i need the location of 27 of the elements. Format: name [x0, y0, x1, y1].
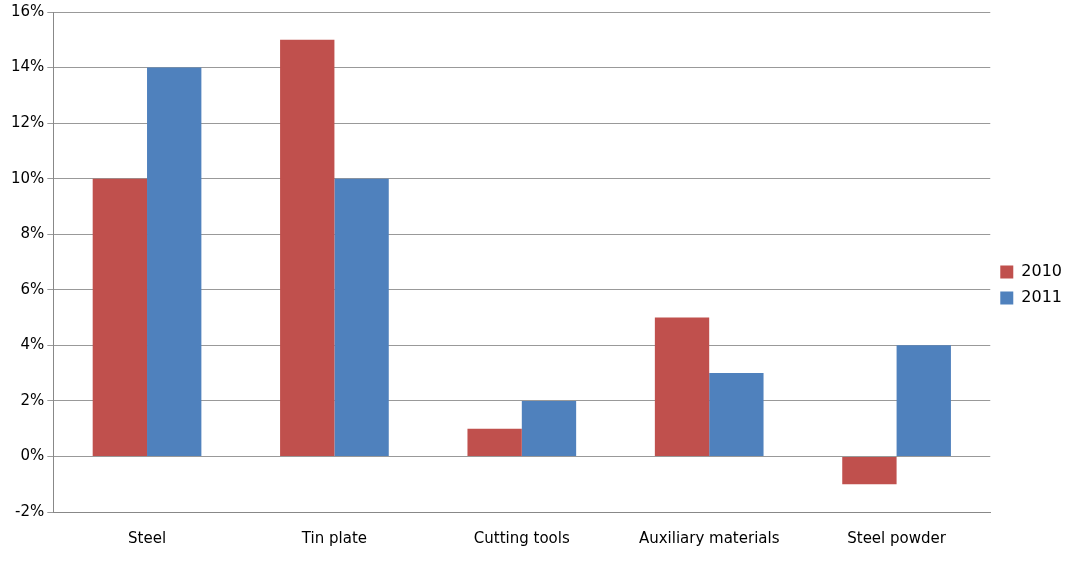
legend-label: 2011	[1021, 287, 1062, 307]
x-tick-label: Steel	[128, 528, 167, 547]
bar	[467, 428, 522, 456]
y-tick-label: 2%	[20, 390, 45, 409]
y-tick-label: 12%	[11, 113, 45, 131]
bar	[842, 456, 897, 485]
y-tick-label: 6%	[20, 279, 45, 298]
bar	[896, 345, 951, 456]
bar	[92, 178, 148, 456]
y-tick-label: -2%	[15, 501, 45, 520]
legend-label: 2010	[1021, 261, 1062, 281]
bar	[521, 400, 577, 456]
y-tick-label: 8%	[20, 224, 45, 243]
y-tick-label: 16%	[11, 1, 45, 20]
bar	[147, 67, 202, 456]
y-tick-label: 14%	[11, 57, 45, 76]
x-tick-label: Cutting tools	[473, 528, 570, 547]
bar	[654, 317, 710, 456]
x-tick-label: Steel powder	[847, 528, 947, 547]
y-tick-label: 0%	[20, 446, 45, 465]
y-tick-label: 4%	[20, 335, 45, 354]
x-tick-label: Tin plate	[300, 528, 367, 547]
bar	[709, 373, 764, 456]
bar	[334, 178, 389, 456]
y-tick-label: 10%	[11, 168, 45, 187]
x-tick-label: Auxiliary materials	[638, 528, 780, 547]
bar	[280, 39, 335, 456]
